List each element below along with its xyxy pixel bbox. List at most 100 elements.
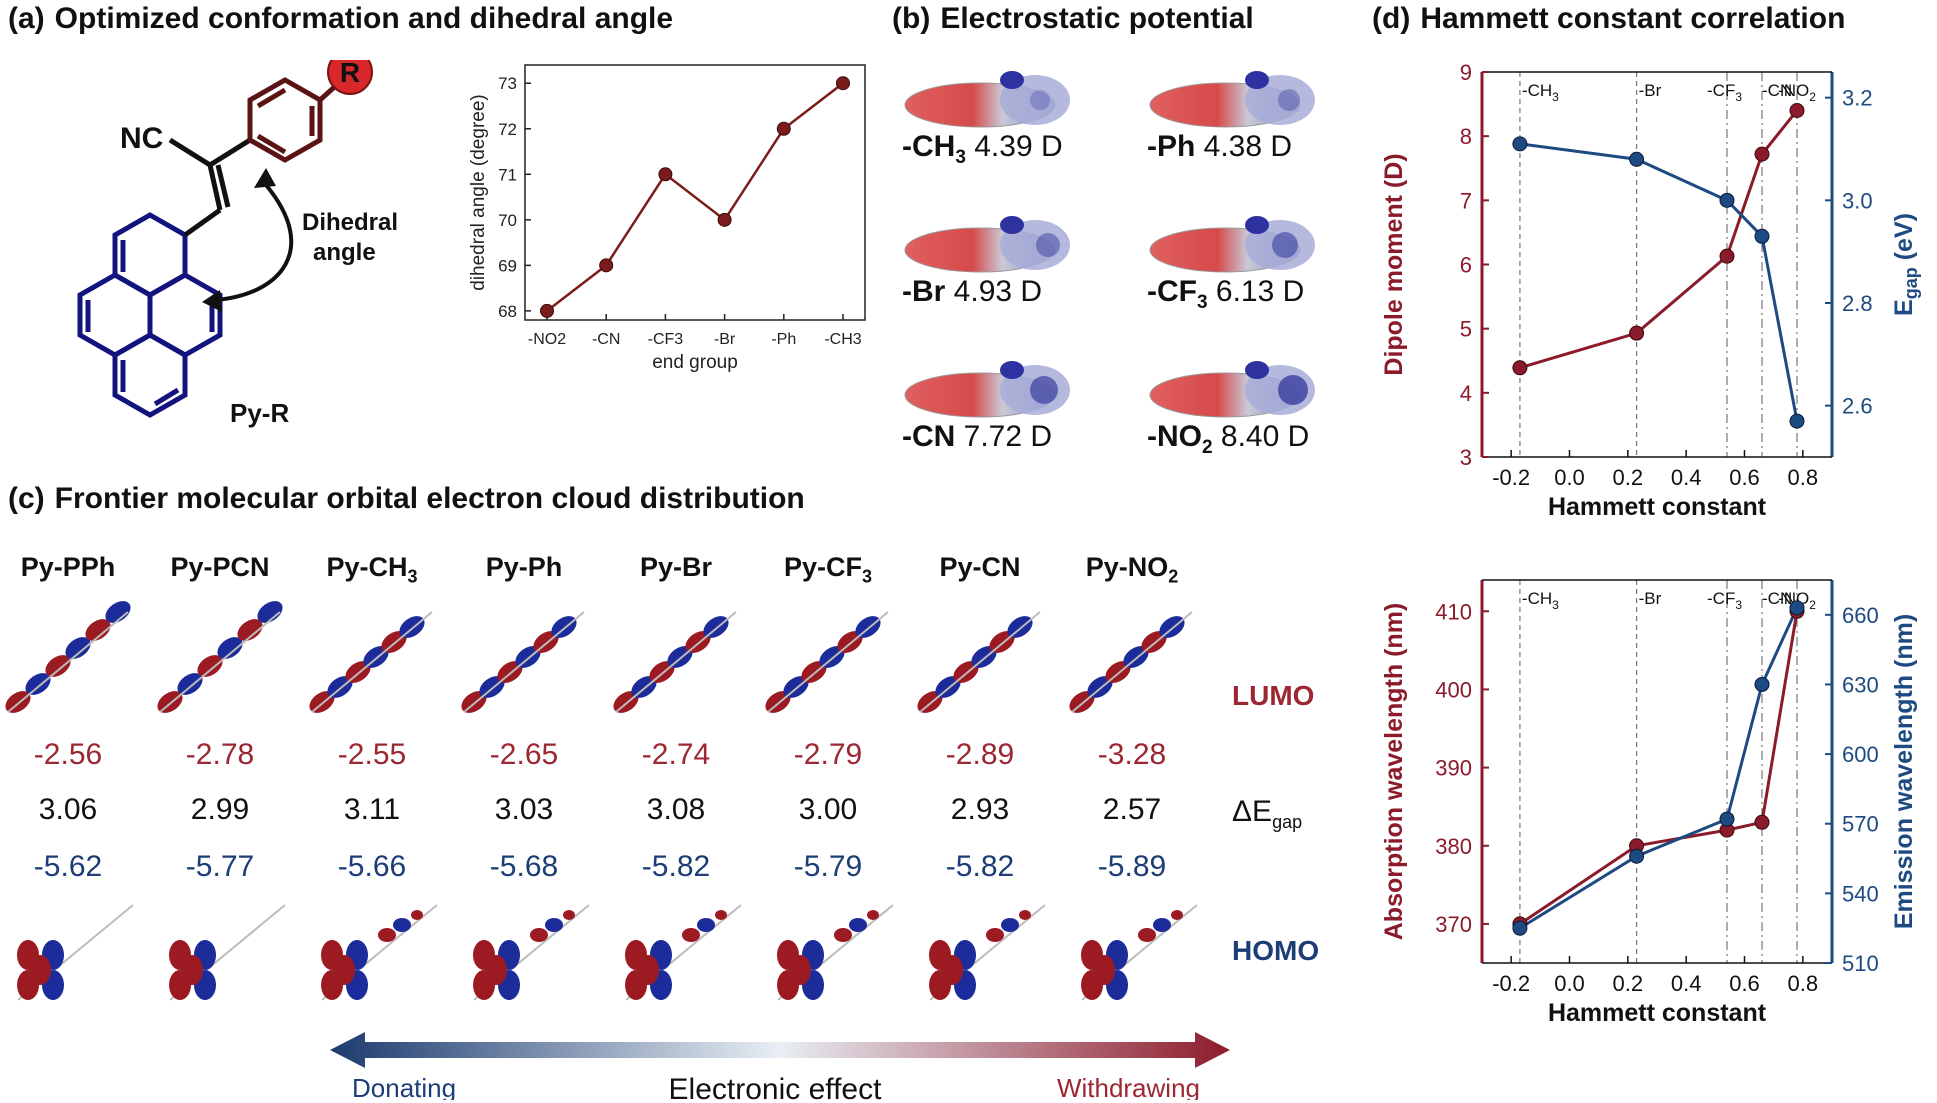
dihedral-xlabel: end group [652, 352, 738, 373]
dihedral-xtick-label: -CN [592, 331, 620, 348]
dipole-gap-chart: -CH3 -Br -CF3 -CN-NO2 3 4 5 6 7 8 9 2.6 2.8 3.0 3.2 -0.… [1380, 60, 1921, 521]
r-group-circle [327, 60, 373, 95]
mo-molecule-name: Py-Ph [485, 552, 563, 582]
panel-c-title-text: Frontier molecular orbital electron clou… [54, 482, 805, 515]
homo-energy: -5.89 [1097, 850, 1167, 883]
dihedral-label-2: angle [313, 239, 376, 266]
withdrawing-label: Withdrawing [1057, 1073, 1200, 1100]
homo-energy: -5.79 [793, 850, 863, 883]
right-series-point [1754, 228, 1770, 244]
molecule-label: Py-R [230, 398, 289, 428]
right-ytick-label: 600 [1842, 742, 1879, 767]
homo-energy: -5.77 [185, 850, 255, 883]
gap-energy: 2.99 [190, 793, 250, 826]
gap-energy: 2.57 [1102, 793, 1162, 826]
dihedral-point [540, 303, 554, 318]
left-ytick-label: 400 [1435, 677, 1472, 702]
left-ytick-label: 6 [1460, 253, 1472, 278]
left-ytick-label: 390 [1435, 756, 1472, 781]
right-axis-label: Emission wavelength (nm) [1890, 614, 1918, 929]
x-tick-label: 0.8 [1788, 465, 1819, 490]
gap-energy: 3.11 [343, 793, 401, 826]
dihedral-point [776, 121, 791, 136]
dihedral-xtick-label: -NO2 [528, 331, 566, 348]
left-ytick-label: 8 [1460, 124, 1472, 149]
right-series-line [1519, 607, 1799, 930]
homo-orbital-image [169, 904, 286, 1001]
mo-molecule-name: Py-PCN [170, 552, 270, 582]
lumo-orbital-image [613, 611, 737, 713]
hammett-vline-label: -CH3 [1522, 589, 1559, 612]
mo-molecule-name: Py-PPh [20, 552, 116, 582]
panel-d-title: (d) Hammett constant correlation [1372, 2, 1845, 36]
left-series-point [1629, 325, 1645, 341]
right-series-point [1789, 413, 1805, 429]
dihedral-point [836, 76, 850, 91]
right-series-point [1719, 811, 1735, 827]
left-ytick-label: 4 [1460, 381, 1472, 406]
right-ytick-label: 2.6 [1842, 394, 1873, 419]
mo-molecule-name: Py-CN [939, 552, 1021, 582]
esp-label: -CF3 6.13 D [1147, 275, 1305, 313]
left-ytick-label: 9 [1460, 60, 1472, 85]
homo-orbital-image [321, 904, 438, 1001]
right-ytick-label: 3.2 [1842, 86, 1873, 111]
py-r-structure: NC R Dihedral angle Py-R [77, 60, 398, 428]
right-series-point [1754, 676, 1770, 692]
esp-label: -NO2 8.40 D [1147, 420, 1310, 458]
dihedral-point [717, 212, 732, 227]
panel-d-title-text: Hammett constant correlation [1420, 2, 1846, 35]
gap-energy: 3.03 [494, 793, 554, 826]
dihedral-series-line [546, 82, 844, 312]
dihedral-ytick-label: 72 [498, 120, 517, 139]
esp-surface [904, 216, 1070, 273]
x-tick-label: 0.6 [1729, 465, 1760, 490]
lumo-label: LUMO [1232, 680, 1315, 711]
nc-label: NC [120, 122, 163, 155]
hammett-vline-label: -Br [1639, 81, 1662, 100]
right-axis-label: Egap (eV) [1890, 213, 1921, 316]
panel-b-title: (b) Electrostatic potential [892, 2, 1254, 36]
left-series-point [1754, 814, 1770, 830]
homo-energy: -5.62 [33, 850, 103, 883]
lumo-orbital-image [157, 601, 283, 713]
mo-molecule-name: Py-Br [639, 552, 713, 582]
homo-orbital-image [17, 904, 134, 1001]
homo-orbital-image [625, 904, 742, 1001]
homo-energy: -5.82 [945, 850, 1015, 883]
gap-label: ΔEgap [1232, 795, 1303, 832]
mo-molecule-name: Py-CF3 [783, 552, 873, 587]
mo-molecule-name: Py-NO2 [1085, 552, 1179, 587]
x-tick-label: 0.4 [1671, 465, 1702, 490]
left-axis-label: Absorption wavelength (nm) [1380, 603, 1408, 941]
x-tick-label: 0.2 [1613, 465, 1644, 490]
left-ytick-label: 380 [1435, 834, 1472, 859]
lumo-energy: -2.74 [641, 738, 711, 771]
right-series-point [1629, 151, 1645, 167]
panel-d-tag: (d) [1372, 2, 1411, 35]
panel-a-title: (a) Optimized conformation and dihedral a… [8, 2, 673, 36]
right-ytick-label: 510 [1842, 951, 1879, 976]
absorption-emission-chart: -CH3 -Br -CF3 -CN-NO23703803904004105105405… [1380, 579, 1918, 1027]
lumo-energy: -2.65 [489, 738, 559, 771]
lumo-energy: -2.89 [945, 738, 1015, 771]
left-ytick-label: 410 [1435, 599, 1472, 624]
lumo-orbital-image [1069, 611, 1193, 713]
lumo-energy: -2.78 [185, 738, 255, 771]
homo-energy: -5.82 [641, 850, 711, 883]
left-series-point [1789, 103, 1805, 118]
right-ytick-label: 570 [1842, 812, 1879, 837]
dihedral-ytick-label: 73 [498, 74, 517, 93]
right-series-point [1629, 848, 1645, 864]
electronic-effect-label: Electronic effect [669, 1073, 883, 1100]
hammett-vline-label: -NO2 [1778, 81, 1816, 104]
homo-orbital-image [1081, 904, 1198, 1001]
dihedral-xtick-label: -CF3 [648, 331, 684, 348]
x-axis-label: Hammett constant [1548, 999, 1767, 1027]
lumo-energy: -3.28 [1097, 738, 1167, 771]
gap-energy: 3.08 [646, 793, 706, 826]
right-series-line [1519, 142, 1799, 422]
lumo-orbital-image [461, 611, 585, 713]
dihedral-chart: 68 69 70 71 72 73 -NO2 -CN -CF3 -Br -Ph -CH3 end gro… [468, 64, 866, 373]
pyrene-core [77, 212, 223, 418]
